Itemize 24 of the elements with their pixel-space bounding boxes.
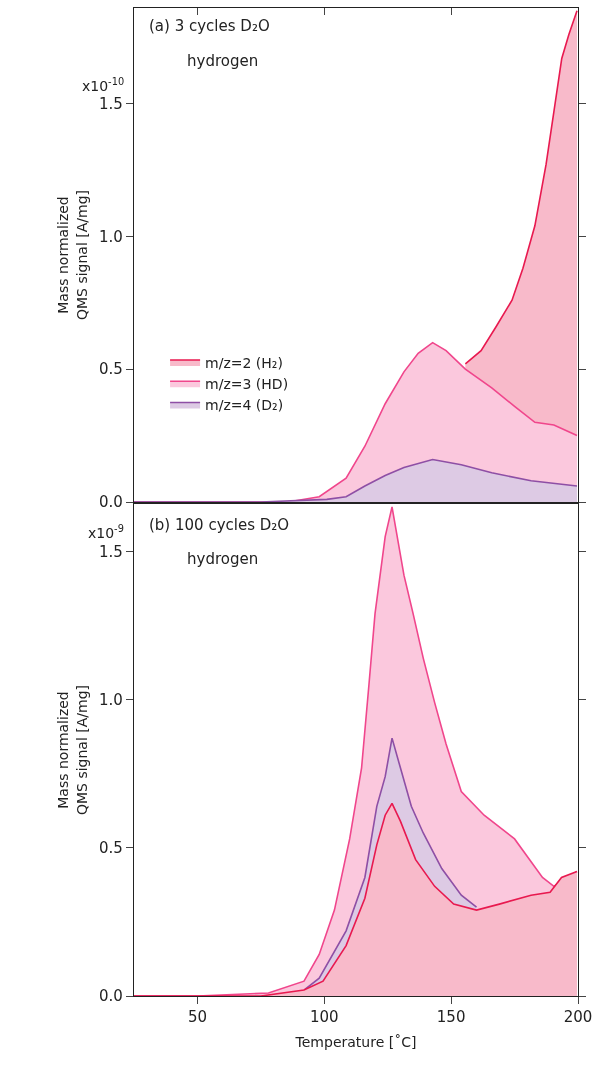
x-axis-title: Temperature [˚C]: [294, 1034, 417, 1051]
x-tick-label: 50: [187, 1008, 207, 1027]
x-tick-label: 150: [436, 1008, 466, 1027]
y-tick-label: 1.5: [98, 542, 123, 561]
y-tick-label: 0.0: [98, 987, 123, 1006]
y-axis-title: Mass normalized QMS signal [A/mg]: [55, 189, 90, 321]
legend-label: m/z=2 (H₂): [205, 354, 283, 371]
annotation: (b) 100 cycles D₂O: [149, 516, 290, 534]
annotation: (a) 3 cycles D₂O: [149, 17, 270, 35]
y-tick-label: 1.5: [98, 94, 123, 113]
annotation: hydrogen: [187, 52, 259, 70]
y-tick-label: 1.0: [98, 227, 123, 246]
y-axis-title: Mass normalized QMS signal [A/mg]: [55, 684, 90, 816]
legend-label: m/z=4 (D₂): [205, 396, 284, 413]
y-tick-label: 0.5: [98, 839, 123, 858]
y-tick-label: 1.0: [98, 690, 123, 709]
y-tick-label: 0.5: [98, 360, 123, 379]
x-tick-label: 100: [309, 1008, 339, 1027]
annotation: hydrogen: [187, 550, 259, 568]
text: x10$^{-9}$: [88, 523, 124, 541]
legend-label: m/z=3 (HD): [205, 375, 289, 392]
y-tick-label: 0.0: [98, 493, 123, 512]
x-tick-label: 200: [563, 1008, 593, 1027]
text: x10$^{-10}$: [82, 76, 125, 94]
